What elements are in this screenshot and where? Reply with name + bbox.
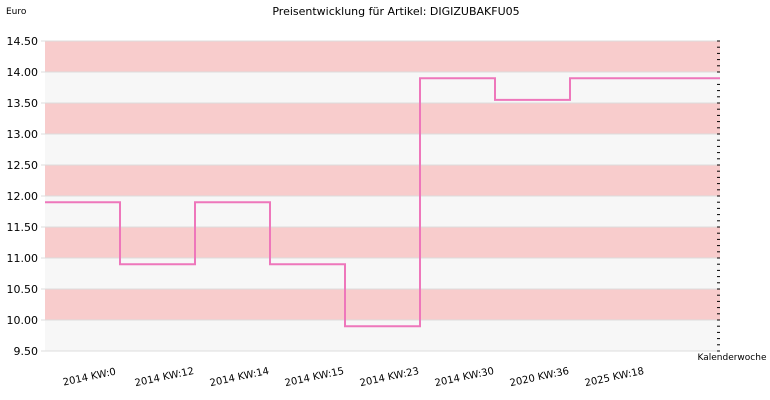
- x-tick-label: 2014 KW:15: [284, 366, 345, 389]
- plot-background-bands: [45, 41, 720, 351]
- x-tick-label: 2014 KW:12: [134, 366, 195, 389]
- background-band: [45, 289, 720, 320]
- right-axis-ticks: [717, 40, 720, 352]
- x-axis-label: Kalenderwoche: [697, 353, 766, 363]
- background-band: [45, 258, 720, 289]
- background-band: [45, 320, 720, 351]
- x-tick-label: 2025 KW:18: [584, 366, 645, 389]
- x-tick-label: 2014 KW:0: [62, 367, 117, 389]
- y-tick-label: 11.00: [7, 252, 39, 265]
- x-tick-label: 2020 KW:36: [509, 366, 570, 389]
- y-tick-label: 14.50: [7, 35, 39, 48]
- background-band: [45, 41, 720, 72]
- background-band: [45, 134, 720, 165]
- y-tick-label: 10.00: [7, 314, 39, 327]
- background-band: [45, 165, 720, 196]
- y-tick-label: 13.50: [7, 97, 39, 110]
- y-tick-labels: 9.50 10.00 10.50 11.00 11.50 12.00 12.50 13.00 1…: [7, 35, 39, 358]
- y-tick-label: 11.50: [7, 221, 39, 234]
- y-tick-label: 10.50: [7, 283, 39, 296]
- x-tick-label: 2014 KW:30: [434, 366, 495, 389]
- background-band: [45, 227, 720, 258]
- y-tick-label: 13.00: [7, 128, 39, 141]
- price-series-line: [45, 77, 720, 328]
- x-tick-label: 2014 KW:14: [209, 366, 270, 389]
- gridlines: [41, 40, 720, 352]
- chart-title: Preisentwicklung für Artikel: DIGIZUBAKF…: [272, 5, 519, 18]
- y-tick-label: 9.50: [14, 345, 39, 358]
- background-band: [45, 196, 720, 227]
- y-tick-label: 12.50: [7, 159, 39, 172]
- x-tick-labels: 2014 KW:0 2014 KW:12 2014 KW:14 2014 KW:15 2…: [62, 366, 645, 389]
- background-band: [45, 103, 720, 134]
- x-tick-label: 2014 KW:23: [359, 366, 420, 389]
- y-axis-label: Euro: [6, 7, 27, 17]
- background-band: [45, 72, 720, 103]
- y-tick-label: 14.00: [7, 66, 39, 79]
- y-tick-label: 12.00: [7, 190, 39, 203]
